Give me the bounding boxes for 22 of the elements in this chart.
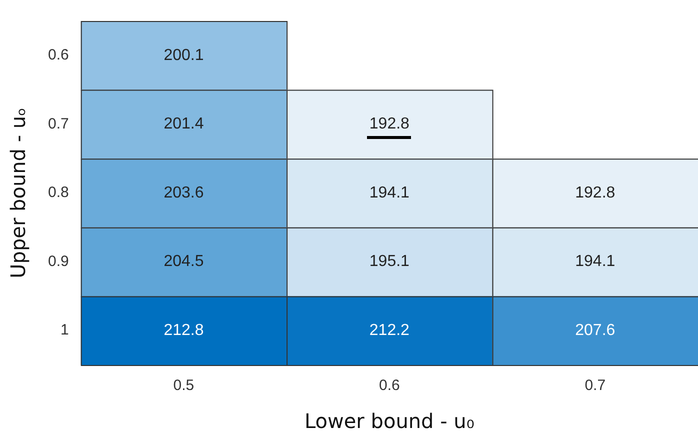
y-axis-title: Upper bound - uₒ bbox=[6, 108, 30, 278]
data-label: 192.8 bbox=[369, 116, 410, 133]
y-tick-label: 0.9 bbox=[48, 252, 69, 270]
y-tick-label: 0.8 bbox=[48, 184, 69, 202]
y-tick-label: 1 bbox=[60, 322, 69, 339]
y-tick-label: 0.7 bbox=[48, 115, 69, 132]
data-label: 195.1 bbox=[369, 253, 410, 270]
data-label: 207.6 bbox=[575, 322, 616, 340]
y-tick-label: 0.6 bbox=[48, 46, 69, 64]
data-label: 201.4 bbox=[164, 116, 204, 133]
data-label: 212.2 bbox=[369, 322, 410, 340]
x-tick-label: 0.6 bbox=[378, 377, 400, 394]
data-label: 192.8 bbox=[575, 184, 616, 202]
data-label: 194.1 bbox=[575, 253, 616, 270]
data-label: 194.1 bbox=[369, 184, 410, 202]
data-label: 203.6 bbox=[164, 184, 204, 202]
data-label: 204.5 bbox=[164, 253, 204, 270]
data-label: 200.1 bbox=[164, 46, 204, 64]
x-tick-label: 0.5 bbox=[173, 377, 194, 394]
x-axis-title: Lower bound - u₀ bbox=[304, 409, 474, 434]
x-tick-label: 0.7 bbox=[584, 377, 606, 394]
data-label: 212.8 bbox=[164, 322, 204, 340]
